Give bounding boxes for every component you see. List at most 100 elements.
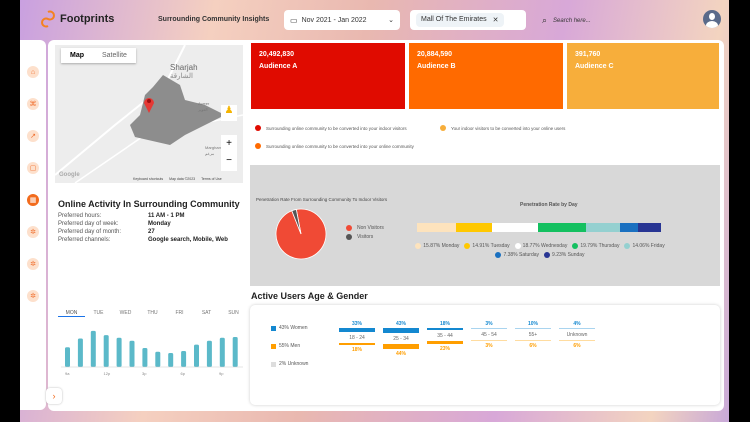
hour-tick-label: 9a bbox=[65, 371, 70, 376]
legend-dot bbox=[255, 143, 261, 149]
day-legend-item: 14.06% Friday bbox=[624, 243, 665, 249]
audience-card[interactable]: 20,884,590 Audience B bbox=[409, 43, 563, 109]
women-bar bbox=[383, 328, 419, 333]
search-input[interactable]: ⌕ Search here... bbox=[542, 15, 591, 26]
women-percent: 10% bbox=[527, 321, 538, 327]
map-footer: Keyboard shortcuts Map data ©2023 Terms … bbox=[133, 177, 222, 181]
street-view-icon[interactable]: ♟ bbox=[221, 105, 237, 121]
gender-legend-item: 55% Men bbox=[271, 343, 300, 349]
men-percent: 3% bbox=[485, 343, 493, 349]
gender-legend-item: 2% Unknown bbox=[271, 361, 308, 367]
tab-sat[interactable]: SAT bbox=[201, 310, 212, 316]
zoom-out-button[interactable]: − bbox=[226, 155, 232, 166]
audience-card[interactable]: 20,492,830 Audience A bbox=[251, 43, 405, 109]
day-segment-saturday bbox=[620, 223, 639, 232]
activity-value: Google search, Mobile, Web bbox=[148, 237, 228, 243]
day-segment-thursday bbox=[537, 223, 587, 232]
age-label: 18 - 24 bbox=[349, 334, 365, 341]
day-legend-item: 9.23% Sunday bbox=[544, 252, 585, 258]
tab-fri[interactable]: FRI bbox=[175, 310, 184, 316]
men-bar bbox=[559, 340, 595, 341]
date-range-select[interactable]: ▭ Nov 2021 - Jan 2022 ⌄ bbox=[284, 10, 400, 30]
search-icon: ⌕ bbox=[542, 15, 548, 25]
settings-icon[interactable]: ✲ bbox=[27, 226, 39, 238]
legend-dot bbox=[255, 125, 261, 131]
women-percent: 43% bbox=[395, 321, 406, 327]
legend-text: Your indoor visitors to be converted int… bbox=[451, 125, 566, 131]
tab-sun[interactable]: SUN bbox=[228, 310, 239, 316]
map-canvas[interactable] bbox=[55, 45, 243, 183]
activity-row: Preferred channels: Google search, Mobile… bbox=[58, 237, 243, 243]
men-bar bbox=[339, 342, 375, 345]
zoom-in-button[interactable]: + bbox=[226, 138, 232, 149]
user-avatar[interactable] bbox=[703, 10, 721, 28]
sidebar: ⌂ ⌘ ↗ ▢ ▦ ✲ ✲ ✲ bbox=[20, 40, 46, 410]
day-legend-item: 14.91% Tuesday bbox=[464, 243, 510, 249]
legend-swatch bbox=[271, 361, 276, 367]
legend-swatch bbox=[271, 343, 276, 349]
keyboard-shortcuts-link[interactable]: Keyboard shortcuts bbox=[133, 177, 164, 181]
audience-value: 20,884,590 bbox=[417, 51, 453, 58]
legend-text: 14.91% Tuesday bbox=[472, 243, 510, 249]
women-percent: 33% bbox=[351, 321, 362, 327]
age-label: 45 - 54 bbox=[481, 332, 497, 338]
brand-logo[interactable]: Footprints bbox=[40, 10, 114, 28]
audience-card[interactable]: 391,760 Audience C bbox=[567, 43, 719, 109]
dashboard-icon[interactable]: ▦ bbox=[27, 194, 39, 206]
grid-icon[interactable]: ⌘ bbox=[27, 98, 39, 110]
home-icon[interactable]: ⌂ bbox=[27, 66, 39, 78]
age-gender-card: 43% Women 55% Men 2% Unknown 33% 18 - 24 18% 4… bbox=[250, 305, 720, 405]
square-icon[interactable]: ▢ bbox=[27, 162, 39, 174]
age-group: 43% 25 - 34 44% bbox=[383, 321, 419, 357]
close-icon[interactable]: ✕ bbox=[492, 17, 499, 24]
activity-row: Preferred day of week: Monday bbox=[58, 221, 243, 227]
tab-map[interactable]: Map bbox=[70, 52, 84, 59]
hour-bar bbox=[232, 336, 238, 367]
age-label: Unknown bbox=[566, 332, 588, 338]
tab-mon[interactable]: MON bbox=[58, 310, 85, 317]
legend-text: Visitors bbox=[357, 234, 374, 240]
men-bar bbox=[383, 344, 419, 349]
activity-label: Preferred channels: bbox=[58, 237, 111, 243]
terms-link[interactable]: Terms of Use bbox=[201, 177, 222, 181]
pie-slice bbox=[291, 208, 302, 235]
map-label-city: Sharjah bbox=[170, 63, 198, 72]
legend-text: Surrounding online community to be conve… bbox=[266, 143, 414, 149]
legend-text: 7.38% Saturday bbox=[503, 252, 540, 258]
expand-sidebar-button[interactable]: › bbox=[46, 388, 62, 404]
audience-cards: 20,492,830 Audience A 20,884,590 Audience B… bbox=[251, 43, 719, 109]
hour-bar bbox=[219, 337, 225, 367]
hour-bar bbox=[65, 347, 70, 367]
pie-legend-item: Non Visitors bbox=[346, 225, 384, 231]
chart-icon[interactable]: ↗ bbox=[27, 130, 39, 142]
audience-legend-item: Surrounding online community to be conve… bbox=[255, 125, 407, 131]
tab-tue[interactable]: TUE bbox=[93, 310, 104, 316]
men-percent: 18% bbox=[351, 346, 362, 353]
tab-thu[interactable]: THU bbox=[147, 310, 158, 316]
location-pin-icon[interactable] bbox=[143, 95, 155, 113]
chevron-down-icon: ⌄ bbox=[388, 17, 394, 24]
brand-name: Footprints bbox=[60, 13, 115, 25]
calendar-icon: ▭ bbox=[290, 15, 298, 25]
age-group: 3% 45 - 54 3% bbox=[471, 321, 507, 349]
tab-wed[interactable]: WED bbox=[119, 310, 132, 316]
online-activity-panel: Online Activity In Surrounding Community… bbox=[58, 199, 243, 243]
hourly-activity-chart: 9a 12p 3p 6p 9p bbox=[61, 330, 243, 376]
hour-bar bbox=[168, 352, 174, 367]
audience-value: 391,760 bbox=[575, 51, 601, 58]
settings-icon[interactable]: ✲ bbox=[27, 290, 39, 302]
settings-icon[interactable]: ✲ bbox=[27, 258, 39, 270]
legend-dot bbox=[440, 125, 446, 131]
age-label: 25 - 34 bbox=[393, 336, 409, 342]
map-widget[interactable]: Map Satellite Sharjah الشارقة Aweer العو… bbox=[55, 45, 243, 183]
map-label-area2-ar: مرغم bbox=[205, 151, 215, 156]
penetration-panel: Penetration Rate From Surrounding Commun… bbox=[250, 165, 720, 286]
legend-dot bbox=[346, 234, 352, 240]
location-chip-label: Mall Of The Emirates bbox=[421, 16, 487, 23]
tab-satellite[interactable]: Satellite bbox=[102, 52, 127, 59]
legend-text: 19.79% Thursday bbox=[580, 243, 620, 249]
location-filter[interactable]: Mall Of The Emirates ✕ bbox=[410, 10, 526, 30]
day-segment-wednesday bbox=[492, 223, 538, 232]
age-group: 4% Unknown 6% bbox=[559, 321, 595, 349]
day-tabs: MON TUE WED THU FRI SAT SUN bbox=[58, 310, 247, 317]
